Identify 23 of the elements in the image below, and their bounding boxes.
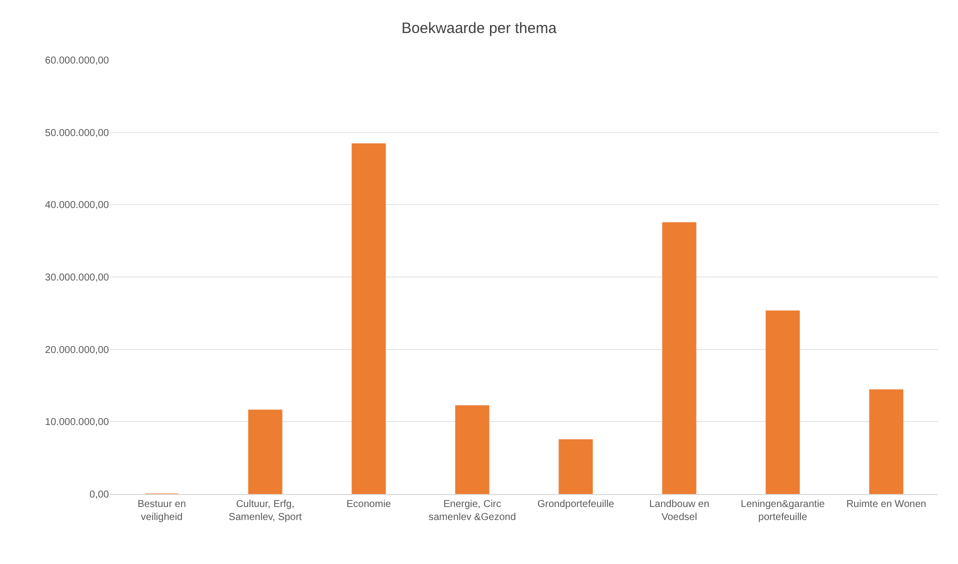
x-tick-label: Energie, Circ samenlev &Gezond bbox=[428, 499, 516, 523]
x-tick-label: Economie bbox=[346, 499, 392, 510]
x-tick-label: Ruimte en Wonen bbox=[846, 499, 926, 510]
y-tick-label: 60.000.000,00 bbox=[45, 56, 110, 66]
y-tick-label: 0,00 bbox=[90, 490, 110, 500]
bar bbox=[662, 222, 696, 494]
chart-title: Boekwaarde per thema bbox=[401, 20, 558, 38]
bar bbox=[352, 143, 386, 494]
bar bbox=[766, 310, 800, 494]
bar bbox=[558, 439, 593, 494]
x-tick-label: Bestuur en veiligheid bbox=[138, 499, 186, 523]
x-tick-label: Cultuur, Erfg, Samenlev, Sport bbox=[228, 499, 302, 523]
y-tick-label: 10.000.000,00 bbox=[45, 417, 110, 428]
y-tick-label: 40.000.000,00 bbox=[45, 200, 110, 212]
x-tick-label: Landbouw en Voedsel bbox=[649, 499, 710, 523]
bar bbox=[248, 410, 282, 494]
x-tick-label: Leningen&garantie portefeuille bbox=[740, 499, 826, 523]
x-tick-label: Grondportefeuille bbox=[537, 499, 615, 510]
bar bbox=[869, 389, 904, 494]
y-tick-label: 30.000.000,00 bbox=[45, 272, 110, 284]
y-tick-label: 20.000.000,00 bbox=[45, 344, 110, 356]
y-tick-label: 50.000.000,00 bbox=[45, 128, 110, 139]
bar bbox=[455, 405, 490, 494]
